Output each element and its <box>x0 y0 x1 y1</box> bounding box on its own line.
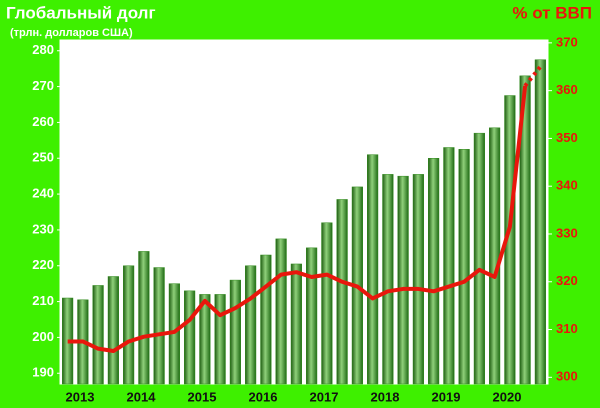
y2-tick-label: 360 <box>556 82 578 97</box>
bar <box>443 147 455 385</box>
y-tick-label: 240 <box>32 186 54 201</box>
y2-tick-label: 330 <box>556 225 578 240</box>
y-tick-label: 230 <box>32 221 54 236</box>
y-tick-label: 220 <box>32 257 54 272</box>
bar <box>336 199 348 385</box>
bar <box>290 263 302 385</box>
bar <box>229 279 241 385</box>
bar <box>153 267 165 385</box>
bar <box>306 247 318 385</box>
x-tick-label: 2020 <box>493 389 522 404</box>
y-tick-label: 200 <box>32 329 54 344</box>
x-tick-label: 2019 <box>432 389 461 404</box>
bar <box>489 127 501 385</box>
bar <box>412 174 424 385</box>
bar <box>473 132 485 385</box>
bar <box>367 154 379 385</box>
y-tick-label: 250 <box>32 150 54 165</box>
y-tick-label: 190 <box>32 365 54 380</box>
bar <box>123 265 135 385</box>
x-tick-label: 2018 <box>371 389 400 404</box>
bar <box>92 285 104 385</box>
bar <box>184 290 196 385</box>
y-tick-label: 260 <box>32 114 54 129</box>
bar <box>138 251 150 385</box>
y2-title: % от ВВП <box>512 3 592 22</box>
y-tick-label: 270 <box>32 78 54 93</box>
x-tick-label: 2017 <box>310 389 339 404</box>
y2-tick-label: 310 <box>556 321 578 336</box>
y2-tick-label: 300 <box>556 369 578 384</box>
x-tick-label: 2015 <box>188 389 217 404</box>
y2-tick-label: 340 <box>556 178 578 193</box>
x-tick-label: 2013 <box>66 389 95 404</box>
line <box>67 85 528 354</box>
bar <box>382 174 394 385</box>
y2-tick-label: 370 <box>556 34 578 49</box>
bar <box>245 265 257 385</box>
bar <box>275 238 287 385</box>
y2-tick-label: 350 <box>556 130 578 145</box>
y-tick-label: 280 <box>32 42 54 57</box>
y2-tick-label: 320 <box>556 273 578 288</box>
bar <box>397 175 409 385</box>
bar <box>519 75 531 385</box>
bar <box>199 294 211 385</box>
bar <box>260 254 272 385</box>
chart-title: Глобальный долг <box>6 3 156 22</box>
bar <box>214 294 226 385</box>
y-tick-label: 210 <box>32 293 54 308</box>
bar <box>534 59 546 385</box>
bar <box>428 158 440 385</box>
chart-subtitle: (трлн. долларов США) <box>10 27 133 39</box>
bar <box>107 276 119 385</box>
bar <box>458 149 470 385</box>
x-tick-label: 2016 <box>249 389 278 404</box>
x-tick-label: 2014 <box>127 389 157 404</box>
bar <box>321 222 333 385</box>
